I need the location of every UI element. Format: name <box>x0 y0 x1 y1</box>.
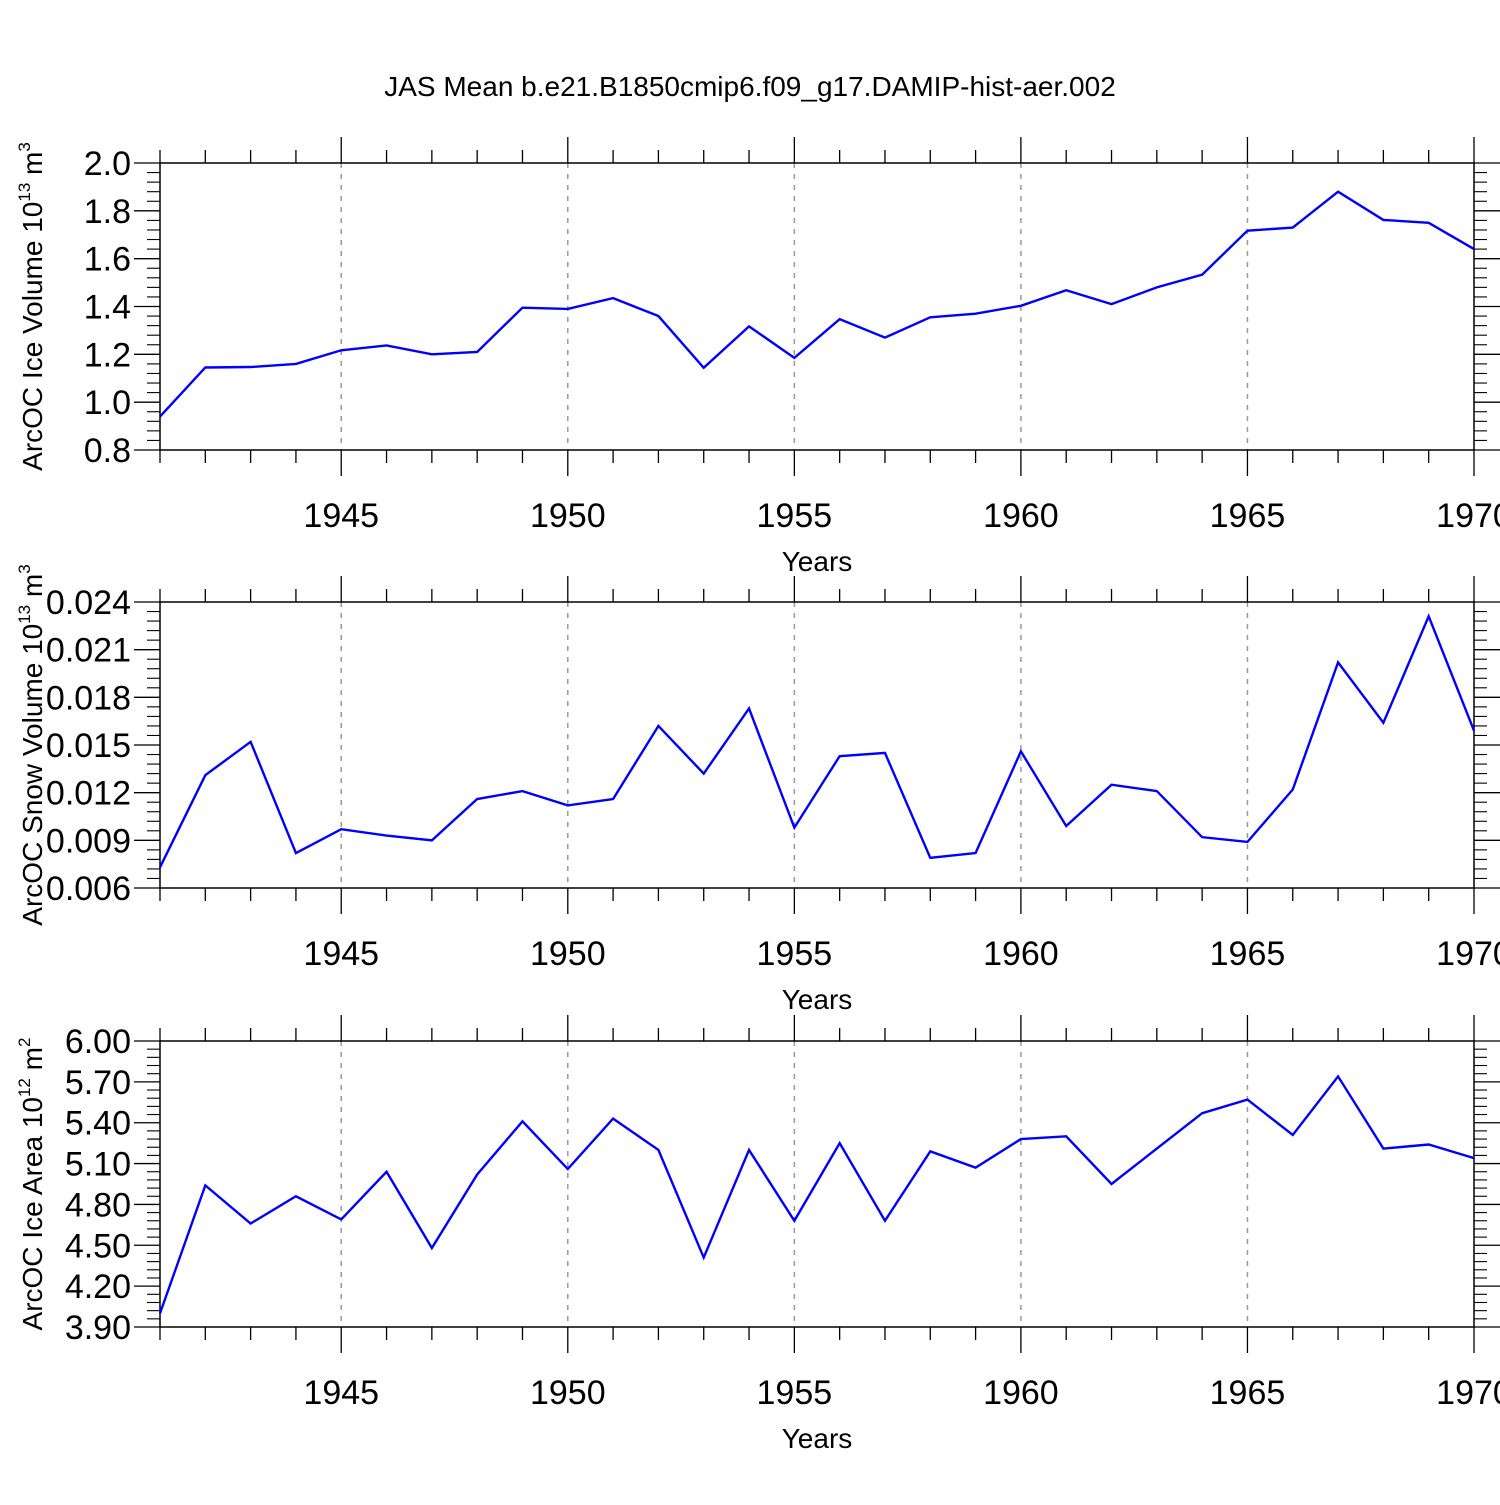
y-tick-label: 5.10 <box>65 1146 131 1184</box>
x-tick-label: 1960 <box>983 935 1059 973</box>
x-tick-label: 1955 <box>757 497 833 535</box>
x-tick-label: 1945 <box>303 497 379 535</box>
x-tick-label: 1960 <box>983 1374 1059 1412</box>
y-tick-label: 1.8 <box>84 193 131 231</box>
x-tick-label: 1950 <box>530 935 606 973</box>
y-tick-label: 4.20 <box>65 1268 131 1306</box>
y-axis-title-exponent: 13 <box>15 183 34 202</box>
y-axis-title-unit: m <box>17 152 48 183</box>
y-tick-label: 1.2 <box>84 336 131 374</box>
chart-title: JAS Mean b.e21.B1850cmip6.f09_g17.DAMIP-… <box>384 71 1116 102</box>
y-axis-title: ArcOC Ice Area 1012 m2 <box>15 1038 48 1331</box>
panel-3: 3.904.204.504.805.105.405.706.00 1945 1950… <box>15 1015 1500 1454</box>
y-tick-label: 0.024 <box>46 584 131 622</box>
y-tick-label: 2.0 <box>84 145 131 183</box>
x-tick-label: 1965 <box>1210 935 1286 973</box>
y-tick-label: 1.0 <box>84 384 131 422</box>
y-tick-label: 5.40 <box>65 1105 131 1143</box>
y-tick-label: 0.021 <box>46 632 131 670</box>
y-tick-label: 0.006 <box>46 870 131 908</box>
y-axis-title-prefix: ArcOC Ice Area 10 <box>17 1097 48 1330</box>
x-tick-label: 1965 <box>1210 497 1286 535</box>
y-axis-title-unit-exponent: 3 <box>15 142 34 151</box>
x-tick-label: 1955 <box>757 1374 833 1412</box>
y-tick-label: 1.4 <box>84 289 131 327</box>
x-tick-label: 1950 <box>530 497 606 535</box>
y-axis-title-unit: m <box>17 574 48 605</box>
y-axis-title-prefix: ArcOC Ice Volume 10 <box>17 202 48 471</box>
x-tick-label: 1945 <box>303 1374 379 1412</box>
plot-frame <box>159 162 1475 451</box>
x-axis-title: Years <box>782 546 853 577</box>
y-tick-label: 0.8 <box>84 432 131 470</box>
x-tick-label: 1950 <box>530 1374 606 1412</box>
series-line <box>159 190 1475 418</box>
y-tick-label: 4.50 <box>65 1227 131 1265</box>
y-tick-label: 0.009 <box>46 822 131 860</box>
y-axis-title-unit: m <box>17 1047 48 1078</box>
y-tick-label: 0.012 <box>46 775 131 813</box>
y-tick-label: 5.70 <box>65 1064 131 1102</box>
y-axis-title-exponent: 12 <box>15 1078 34 1097</box>
y-axis-title: ArcOC Ice Volume 1013 m3 <box>15 142 48 471</box>
x-tick-label: 1945 <box>303 935 379 973</box>
y-tick-label: 3.90 <box>65 1309 131 1347</box>
x-tick-label: 1970 <box>1436 1374 1500 1412</box>
panel-1: 0.8 1.0 1.2 1.4 1.6 1.8 2.0 1945 1950 1955 1960 196… <box>15 137 1500 577</box>
y-tick-label: 6.00 <box>65 1023 131 1061</box>
x-axis-title: Years <box>782 1423 853 1454</box>
y-tick-label: 4.80 <box>65 1186 131 1224</box>
y-axis-title-prefix: ArcOC Snow Volume 10 <box>17 624 48 926</box>
x-axis-title: Years <box>782 984 853 1015</box>
y-tick-label: 1.6 <box>84 241 131 279</box>
y-axis-title: ArcOC Snow Volume 1013 m3 <box>15 564 48 925</box>
x-tick-label: 1960 <box>983 497 1059 535</box>
panel-2: 0.006 0.009 0.012 0.015 0.018 0.021 0.024 1945 1… <box>15 564 1500 1015</box>
plot-frame <box>159 1040 1475 1328</box>
y-axis-title-exponent: 13 <box>15 605 34 624</box>
x-tick-label: 1965 <box>1210 1374 1286 1412</box>
plot-frame <box>159 601 1475 889</box>
y-axis-title-unit-exponent: 2 <box>15 1038 34 1047</box>
x-tick-label: 1970 <box>1436 497 1500 535</box>
y-tick-label: 0.018 <box>46 679 131 717</box>
series-line <box>158 613 1476 868</box>
x-tick-label: 1970 <box>1436 935 1500 973</box>
y-tick-label: 0.015 <box>46 727 131 765</box>
series-line <box>158 1074 1475 1314</box>
x-tick-label: 1955 <box>757 935 833 973</box>
y-axis-title-unit-exponent: 3 <box>15 564 34 573</box>
